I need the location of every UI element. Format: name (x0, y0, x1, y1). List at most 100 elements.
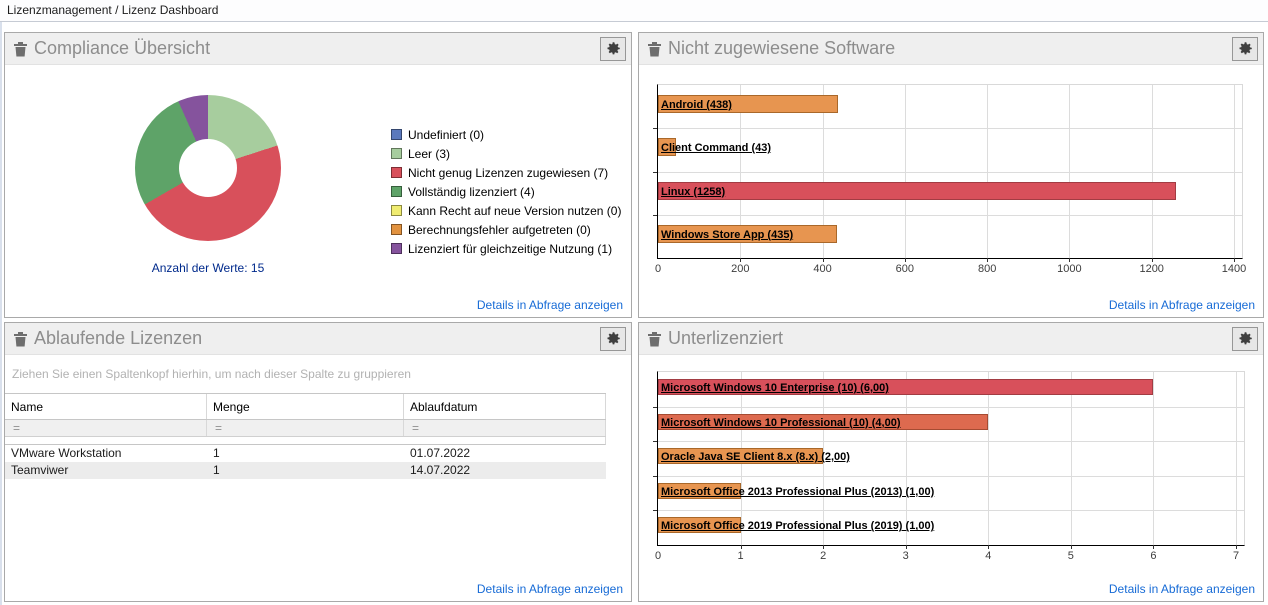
x-tick-label: 5 (1067, 550, 1074, 562)
legend-label: Undefiniert (0) (408, 127, 485, 142)
table-cell: VMware Workstation (11, 446, 122, 460)
gridline (823, 372, 825, 545)
y-tick-mark (653, 510, 657, 512)
panel-footer: Details in Abfrage anzeigen (639, 577, 1263, 601)
bar[interactable] (658, 95, 839, 113)
underlicensed-chart-area: 0 1 2 3 4 5 6 7 Microsoft Windows 10 Enterprise … (639, 355, 1263, 577)
legend-label: Lizenziert für gleichzeitige Nutzung (1) (408, 241, 613, 256)
legend-item: Kann Recht auf neue Version nutzen (0) (391, 201, 621, 220)
filter-cell[interactable]: = (404, 420, 606, 436)
compliance-chart-area: Anzahl der Werte: 15 Undefiniert (0) Leer… (5, 65, 631, 293)
details-link[interactable]: Details in Abfrage anzeigen (1108, 298, 1255, 312)
filter-cell[interactable]: = (5, 420, 207, 436)
y-tick-mark (653, 128, 657, 130)
panel-unassigned-header: Nicht zugewiesene Software (639, 33, 1263, 65)
legend-label: Vollständig lizenziert (4) (408, 184, 535, 199)
trash-icon (13, 41, 28, 57)
gridline (1153, 372, 1155, 545)
gridline (658, 510, 1244, 512)
details-link[interactable]: Details in Abfrage anzeigen (1108, 582, 1255, 596)
gridline (658, 441, 1244, 443)
gear-icon[interactable] (1232, 326, 1258, 351)
group-by-hint[interactable]: Ziehen Sie einen Spaltenkopf hierhin, um… (12, 367, 411, 381)
y-tick-mark (653, 441, 657, 443)
panel-footer: Details in Abfrage anzeigen (639, 293, 1263, 317)
x-tick-mark (1234, 258, 1235, 262)
donut-hole (179, 139, 237, 197)
bar[interactable] (658, 138, 676, 157)
table-row[interactable]: VMware Workstation 1 01.07.2022 (5, 445, 606, 462)
y-tick-mark (653, 171, 657, 173)
unassigned-chart-area: 0 200 400 600 800 1000 1200 1400 Android (438) Cl… (639, 65, 1263, 293)
bar[interactable] (658, 482, 741, 499)
x-tick-label: 600 (895, 263, 915, 275)
bar-label[interactable]: Client Command (43) (661, 142, 772, 155)
gridline (1070, 372, 1072, 545)
bar[interactable] (658, 181, 1176, 200)
bar-label[interactable]: Android (438) (661, 99, 732, 111)
panel-title: Ablaufende Lizenzen (34, 328, 203, 348)
table-cell: 01.07.2022 (410, 446, 471, 460)
x-tick-label: 1 (737, 550, 744, 562)
grid-filter-row: = = = (5, 420, 606, 437)
column-header[interactable]: Name (5, 394, 207, 419)
table-row[interactable]: Teamviwer 1 14.07.2022 (5, 462, 606, 479)
trash-icon (647, 331, 662, 347)
panel-compliance: Compliance Übersicht Anzahl der Werte: 1… (4, 32, 632, 318)
bar-label[interactable]: Oracle Java SE Client 8.x (8.x) (2,00) (661, 451, 850, 464)
y-tick-mark (653, 214, 657, 216)
legend-swatch (391, 205, 402, 216)
column-header[interactable]: Menge (207, 394, 404, 419)
legend-label: Berechnungsfehler aufgetreten (0) (408, 222, 591, 237)
bar-label[interactable]: Microsoft Office 2013 Professional Plus … (661, 485, 935, 498)
bar-label[interactable]: Microsoft Windows 10 Professional (10) (… (661, 416, 901, 429)
compliance-donut-chart[interactable] (135, 95, 281, 241)
x-tick-label: 0 (654, 263, 662, 275)
expiring-grid-area: Ziehen Sie einen Spaltenkopf hierhin, um… (5, 355, 631, 577)
legend-label: Nicht genug Lizenzen zugewiesen (7) (408, 165, 609, 180)
bar-label[interactable]: Microsoft Office 2019 Professional Plus … (661, 520, 935, 533)
x-tick-label: 0 (654, 550, 662, 562)
legend-swatch (391, 167, 402, 178)
bar-label[interactable]: Windows Store App (435) (661, 228, 794, 241)
x-tick-mark (740, 545, 742, 549)
x-tick-mark (1069, 258, 1071, 262)
x-tick-label: 800 (977, 263, 997, 275)
table-cell: 1 (213, 446, 220, 460)
chart-legend: Undefiniert (0) Leer (3) Nicht genug Lizen… (391, 125, 621, 258)
bar[interactable] (658, 224, 837, 243)
bar[interactable] (658, 413, 989, 430)
legend-item: Undefiniert (0) (391, 125, 621, 144)
value-count-note: Anzahl der Werte: 15 (151, 261, 265, 275)
bar-label[interactable]: Linux (1258) (661, 185, 726, 198)
panel-footer: Details in Abfrage anzeigen (5, 293, 631, 317)
panel-underlicensed: Unterlizenziert 0 1 2 3 4 5 6 7 Microsoft Window… (638, 322, 1264, 602)
legend-swatch (391, 186, 402, 197)
gridline (658, 171, 1242, 173)
x-tick-label: 400 (813, 263, 832, 275)
panel-expiring-licenses: Ablaufende Lizenzen Ziehen Sie einen Spa… (4, 322, 632, 602)
x-tick-mark (1151, 258, 1153, 262)
details-link[interactable]: Details in Abfrage anzeigen (476, 298, 623, 312)
column-header[interactable]: Ablaufdatum (404, 394, 606, 419)
details-link[interactable]: Details in Abfrage anzeigen (476, 582, 623, 596)
grid-spacer (5, 437, 606, 445)
bar[interactable] (658, 517, 741, 534)
x-tick-mark (740, 258, 742, 262)
x-tick-label: 1400 (1221, 263, 1247, 275)
bar[interactable] (658, 448, 824, 465)
bar[interactable] (658, 379, 1154, 395)
breadcrumb: Lizenzmanagement / Lizenz Dashboard (0, 0, 1268, 22)
gear-icon[interactable] (600, 36, 626, 61)
bar-chart-underlicensed: 0 1 2 3 4 5 6 7 Microsoft Windows 10 Enterprise … (653, 371, 1245, 562)
x-tick-mark (822, 258, 824, 262)
x-tick-mark (905, 545, 907, 549)
x-tick-mark (823, 545, 825, 549)
gear-icon[interactable] (1232, 36, 1258, 61)
filter-cell[interactable]: = (207, 420, 404, 436)
gridline (988, 372, 990, 545)
x-tick-label: 3 (902, 550, 909, 562)
bar-label[interactable]: Microsoft Windows 10 Enterprise (10) (6,… (661, 382, 889, 394)
gear-icon[interactable] (600, 326, 626, 351)
